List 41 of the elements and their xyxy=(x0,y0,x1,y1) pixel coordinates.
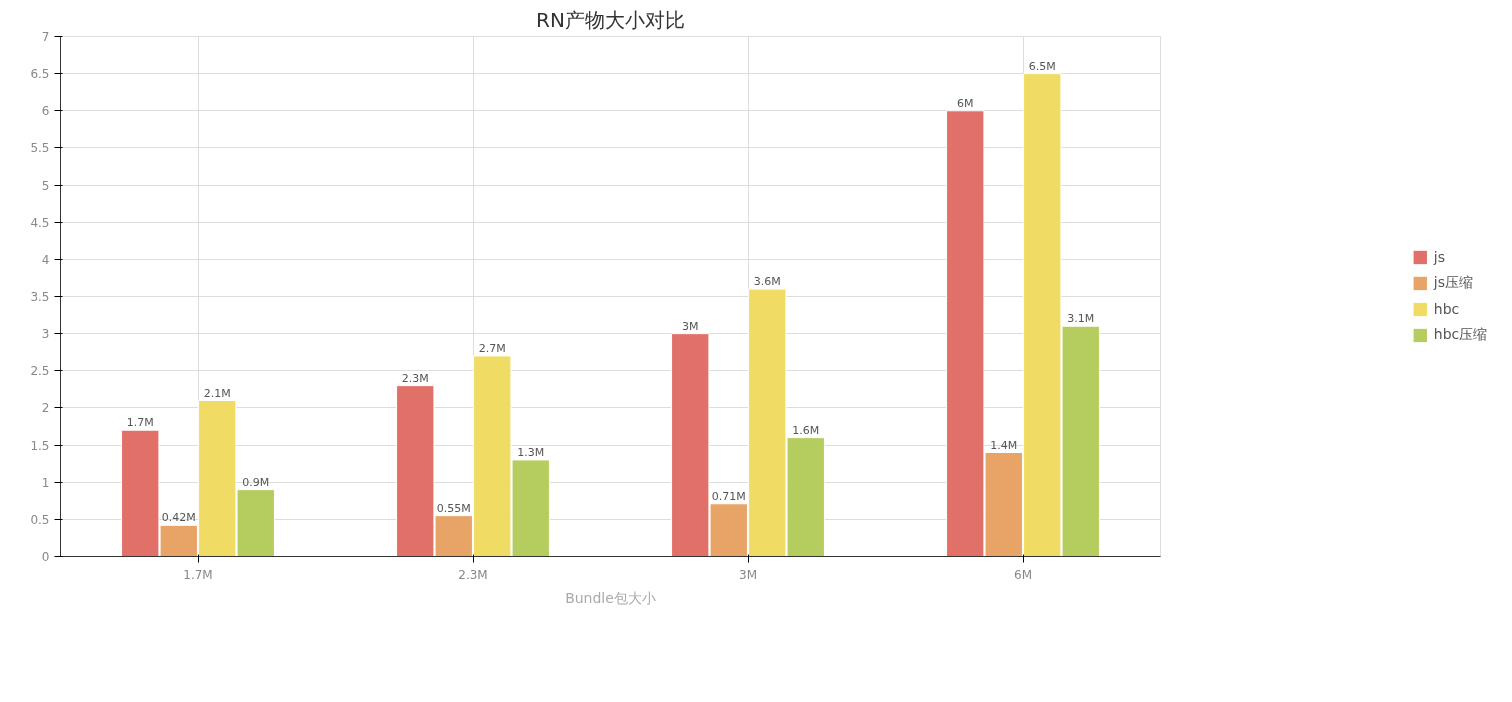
x-tick-label: 6M xyxy=(1014,567,1033,582)
data-label: 6.5M xyxy=(1028,59,1056,73)
legend-label: js xyxy=(1433,249,1446,265)
y-tick-label: 4.5 xyxy=(30,215,50,230)
data-label: 0.55M xyxy=(436,501,471,515)
data-label: 1.6M xyxy=(792,423,820,437)
data-label: 0.9M xyxy=(242,475,270,489)
x-tick-label: 3M xyxy=(739,567,758,582)
y-tick-label: 5 xyxy=(41,178,50,193)
data-label: 0.71M xyxy=(711,489,746,503)
y-tick-label: 2.5 xyxy=(30,364,50,379)
y-tick-label: 3 xyxy=(41,327,50,342)
y-tick-label: 1 xyxy=(41,475,50,490)
y-tick-label: 6.5 xyxy=(30,67,50,82)
x-tick-label: 1.7M xyxy=(183,567,213,582)
data-label: 3M xyxy=(682,319,699,333)
y-tick-label: 4 xyxy=(41,252,50,267)
data-label: 1.7M xyxy=(126,416,154,430)
y-tick-label: 7 xyxy=(41,30,50,44)
y-tick-label: 0 xyxy=(41,550,50,564)
y-tick-label: 6 xyxy=(41,104,50,119)
y-tick-label: 5.5 xyxy=(30,141,50,156)
legend-label: hbc xyxy=(1433,301,1460,317)
legend-label: hbc压缩 xyxy=(1433,326,1488,344)
y-tick-label: 0.5 xyxy=(30,512,50,527)
y-tick-label: 1.5 xyxy=(30,438,50,453)
data-label: 2.7M xyxy=(478,341,506,355)
x-axis-title: Bundle包大小 xyxy=(565,589,656,606)
data-label: 1.4M xyxy=(990,438,1018,452)
data-label: 1.3M xyxy=(517,445,545,459)
y-tick-label: 3.5 xyxy=(30,290,50,304)
data-label: 3.1M xyxy=(1067,312,1095,326)
data-label: 6M xyxy=(957,96,974,110)
data-label: 2.3M xyxy=(401,371,429,385)
data-label: 0.42M xyxy=(161,511,196,525)
x-tick-label: 2.3M xyxy=(458,567,488,582)
legend-label: js压缩 xyxy=(1433,274,1473,292)
data-label: 2.1M xyxy=(203,386,231,400)
y-tick-label: 2 xyxy=(41,401,50,416)
data-label: 3.6M xyxy=(753,275,781,289)
chart-title: RN产物大小对比 xyxy=(536,7,685,32)
